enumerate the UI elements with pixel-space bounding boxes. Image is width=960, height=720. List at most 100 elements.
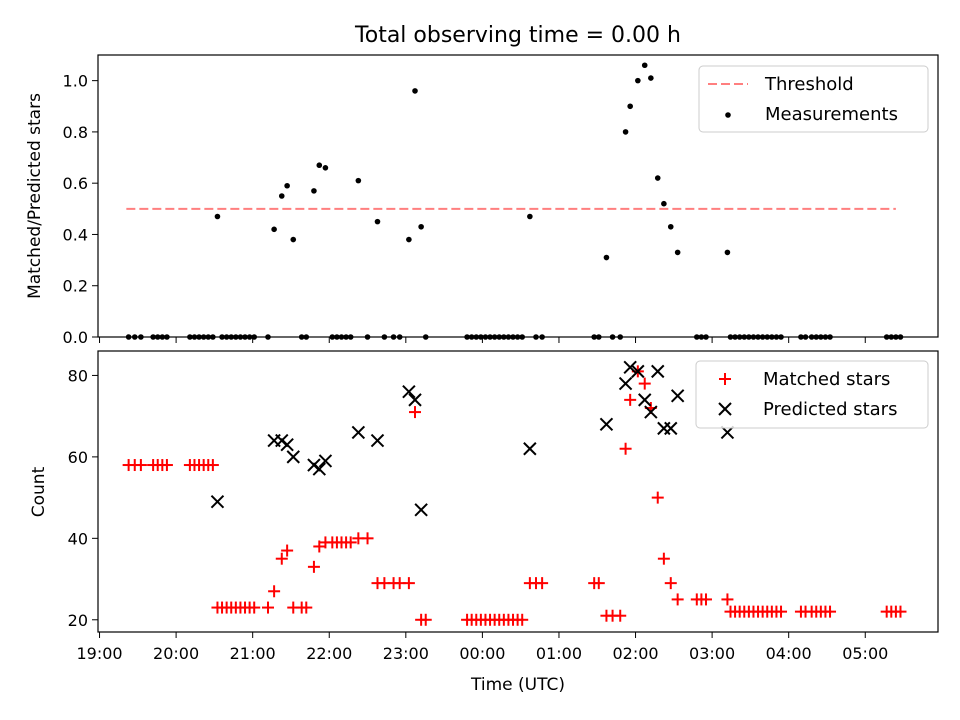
matched-star-point — [664, 577, 677, 590]
predicted-star-point — [657, 421, 671, 436]
measurement-point — [654, 175, 661, 181]
predicted-star-point — [623, 360, 637, 374]
matched-star-point — [268, 585, 281, 598]
ratio-y-tick-label: 0.8 — [63, 123, 88, 142]
measurement-point — [303, 334, 310, 340]
measurement-point — [818, 334, 824, 340]
matched-star-point — [775, 605, 788, 618]
count-x-tick-label: 21:00 — [230, 644, 276, 663]
matched-star-point — [160, 459, 173, 472]
predicted-star-point — [664, 421, 678, 436]
measurement-point — [412, 88, 418, 94]
matched-star-point — [721, 593, 734, 606]
matched-star-point — [592, 577, 605, 590]
measurement-point — [355, 177, 362, 184]
predicted-stars-points — [210, 360, 735, 517]
matched-star-point — [361, 532, 374, 545]
measurement-point — [205, 334, 212, 340]
measurement-point — [210, 334, 216, 340]
measurement-point — [487, 334, 493, 340]
count-panel: 20 40 60 80 19:00 20:00 21:00 22:00 23:00 00:00 0… — [29, 350, 939, 695]
measurement-point — [187, 334, 193, 340]
measurement-point — [897, 334, 904, 340]
count-legend-box — [695, 360, 929, 429]
measurement-point — [125, 334, 132, 340]
measurement-point — [473, 334, 480, 340]
measurement-point — [802, 334, 809, 340]
measurement-point — [755, 334, 761, 340]
ratio-y-tick-label: 0.6 — [63, 174, 88, 193]
measurement-point — [622, 129, 629, 135]
ratio-y-tick-label: 0.2 — [63, 277, 88, 296]
predicted-star-point — [210, 494, 225, 509]
count-x-tick-label: 23:00 — [383, 644, 429, 663]
measurement-point — [883, 334, 890, 340]
count-panel-frame — [97, 350, 939, 633]
measurement-point — [893, 334, 899, 340]
measurement-point — [214, 213, 221, 220]
measurement-point — [533, 334, 539, 340]
measurement-point — [591, 334, 597, 340]
count-x-tick-label: 05:00 — [842, 644, 888, 663]
legend-threshold-label: Threshold — [764, 74, 854, 95]
measurement-point — [138, 334, 144, 340]
predicted-star-point — [599, 417, 614, 432]
measurement-point — [741, 334, 748, 340]
measurement-point — [233, 334, 239, 340]
matched-star-point — [699, 593, 712, 606]
count-x-tick-label: 03:00 — [689, 644, 735, 663]
measurement-point — [674, 249, 681, 256]
measurement-point — [769, 334, 775, 340]
matched-stars-points — [122, 365, 907, 626]
predicted-star-point — [414, 503, 428, 517]
measurement-point — [422, 334, 429, 340]
legend-matched-swatch — [719, 373, 731, 385]
count-x-tick-label: 19:00 — [76, 644, 122, 663]
ratio-y-axis-label: Matched/Predicted stars — [25, 93, 45, 299]
measurement-point — [154, 334, 161, 340]
matched-star-point — [402, 577, 415, 590]
measurement-point — [667, 223, 674, 230]
measurement-point — [778, 334, 784, 340]
legend-matched-label: Matched stars — [763, 369, 890, 390]
matched-star-point — [894, 605, 907, 618]
matched-star-point — [536, 577, 549, 590]
measurement-point — [374, 218, 381, 225]
measurement-point — [759, 334, 766, 340]
matched-star-point — [134, 459, 147, 472]
matched-star-point — [275, 552, 288, 565]
measurement-point — [727, 334, 734, 340]
measurement-point — [164, 334, 170, 340]
measurement-point — [396, 334, 403, 340]
predicted-star-point — [370, 433, 385, 448]
matched-star-point — [300, 601, 313, 614]
measurement-point — [641, 62, 648, 69]
legend-predicted-label: Predicted stars — [763, 399, 897, 420]
measurement-point — [298, 334, 305, 340]
measurement-point — [698, 334, 705, 340]
measurement-point — [808, 334, 815, 340]
measurement-point — [464, 334, 470, 340]
measurement-point — [347, 334, 354, 340]
measurement-point — [648, 75, 654, 81]
count-x-tick-label: 20:00 — [153, 644, 199, 663]
count-y-tick-label: 80 — [68, 366, 88, 385]
ratio-y-tick-label: 0.0 — [63, 328, 88, 347]
measurement-point — [196, 334, 202, 340]
matched-star-point — [248, 601, 261, 614]
measurement-point — [491, 334, 498, 340]
measurement-point — [595, 334, 602, 340]
matched-star-point — [638, 377, 651, 390]
measurement-point — [251, 334, 258, 340]
matched-star-point — [261, 601, 274, 614]
measurement-point — [200, 334, 207, 340]
measurement-point — [311, 188, 317, 194]
matched-star-point — [281, 544, 294, 557]
measurement-point — [496, 334, 503, 340]
matched-star-point — [516, 613, 529, 626]
predicted-star-point — [523, 442, 537, 456]
measurement-point — [510, 334, 516, 340]
measurement-point — [246, 334, 253, 340]
measurement-point — [519, 334, 526, 340]
